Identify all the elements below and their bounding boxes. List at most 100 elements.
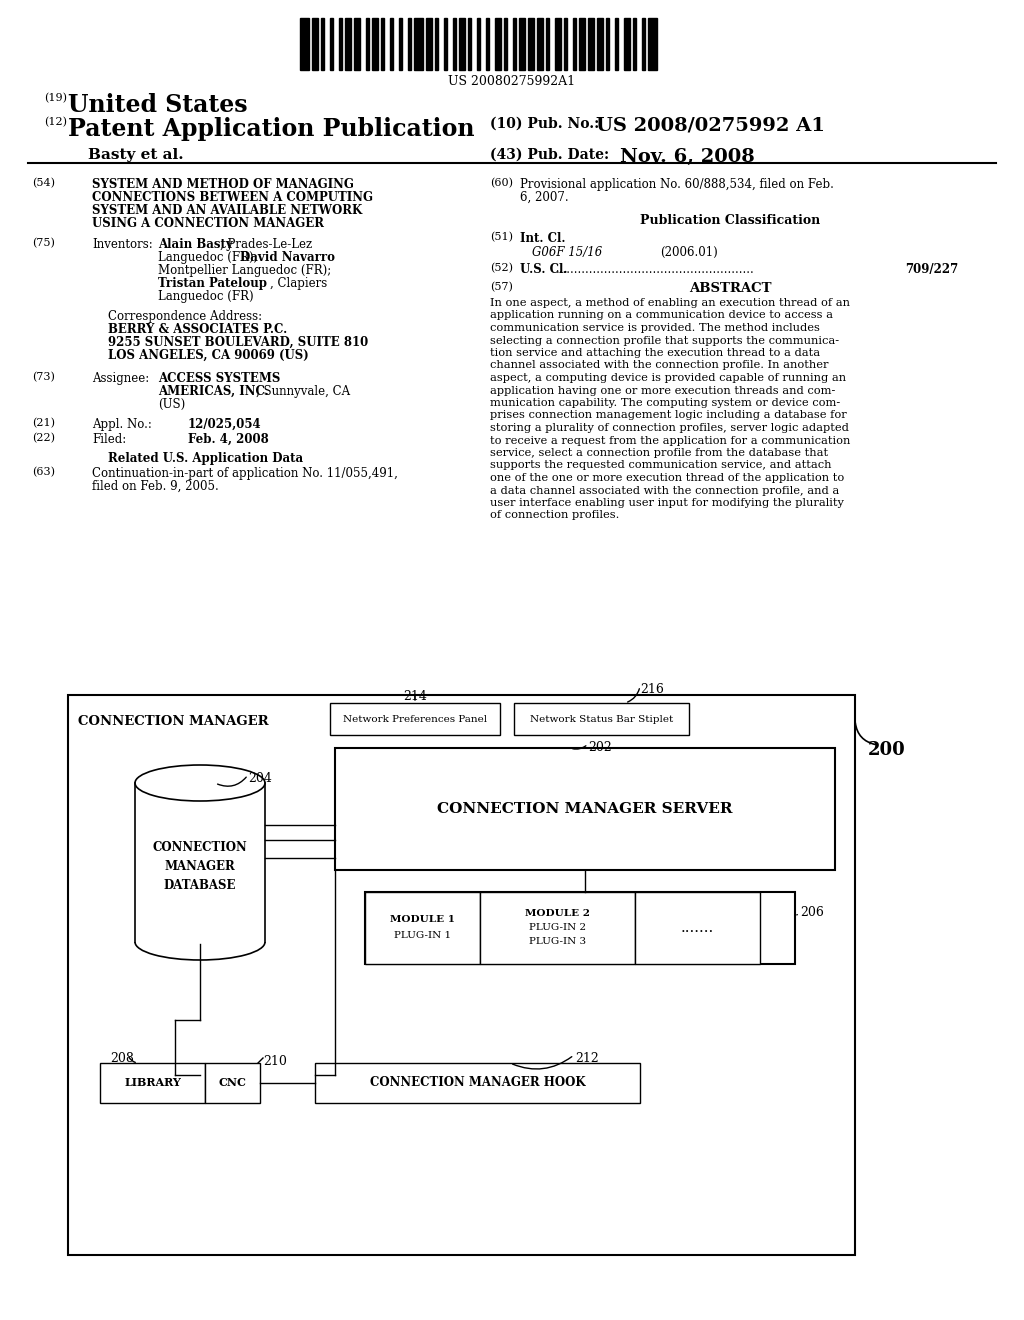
Bar	[335, 748, 835, 870]
Bar	[537, 18, 543, 70]
Bar	[480, 892, 635, 964]
Text: a data channel associated with the connection profile, and a: a data channel associated with the conne…	[490, 486, 840, 495]
Text: Network Preferences Panel: Network Preferences Panel	[343, 714, 487, 723]
Text: US 20080275992A1: US 20080275992A1	[449, 75, 575, 88]
Text: MODULE 2: MODULE 2	[525, 909, 590, 919]
Text: (19): (19)	[44, 92, 67, 103]
Text: 212: 212	[575, 1052, 599, 1065]
Bar	[365, 892, 795, 964]
Bar	[381, 18, 384, 70]
Text: Filed:: Filed:	[92, 433, 126, 446]
Text: (12): (12)	[44, 117, 67, 127]
Text: tion service and attaching the execution thread to a data: tion service and attaching the execution…	[490, 348, 820, 358]
Bar	[486, 18, 489, 70]
Text: U.S. Cl.: U.S. Cl.	[520, 263, 567, 276]
Text: 204: 204	[248, 772, 272, 785]
Bar	[477, 18, 480, 70]
Ellipse shape	[135, 924, 265, 960]
Bar	[354, 18, 360, 70]
Text: Tristan Pateloup: Tristan Pateloup	[158, 277, 267, 290]
Bar	[426, 18, 432, 70]
Text: 200: 200	[868, 741, 906, 759]
Bar	[414, 18, 423, 70]
Bar	[588, 18, 594, 70]
Text: Nov. 6, 2008: Nov. 6, 2008	[620, 148, 755, 166]
Text: In one aspect, a method of enabling an execution thread of an: In one aspect, a method of enabling an e…	[490, 298, 850, 308]
Ellipse shape	[135, 766, 265, 801]
Text: prises connection management logic including a database for: prises connection management logic inclu…	[490, 411, 847, 421]
Text: Provisional application No. 60/888,534, filed on Feb.: Provisional application No. 60/888,534, …	[520, 178, 834, 191]
Text: Basty et al.: Basty et al.	[88, 148, 183, 162]
Bar	[134, 921, 266, 942]
Bar	[453, 18, 456, 70]
Text: 216: 216	[640, 682, 664, 696]
Text: one of the one or more execution thread of the application to: one of the one or more execution thread …	[490, 473, 844, 483]
Text: (43) Pub. Date:: (43) Pub. Date:	[490, 148, 609, 162]
Text: 6, 2007.: 6, 2007.	[520, 191, 568, 205]
Text: supports the requested communication service, and attach: supports the requested communication ser…	[490, 461, 831, 470]
Bar	[615, 18, 618, 70]
Text: Appl. No.:: Appl. No.:	[92, 418, 152, 432]
Text: storing a plurality of connection profiles, server logic adapted: storing a plurality of connection profil…	[490, 422, 849, 433]
Text: Publication Classification: Publication Classification	[640, 214, 820, 227]
Text: (2006.01): (2006.01)	[660, 246, 718, 259]
Text: of connection profiles.: of connection profiles.	[490, 511, 620, 520]
Text: Related U.S. Application Data: Related U.S. Application Data	[108, 451, 303, 465]
Text: David Navarro: David Navarro	[240, 251, 335, 264]
Bar	[648, 18, 657, 70]
Bar	[546, 18, 549, 70]
Bar	[444, 18, 447, 70]
Text: 709/227: 709/227	[905, 263, 958, 276]
Bar	[642, 18, 645, 70]
Bar	[519, 18, 525, 70]
Bar	[345, 18, 351, 70]
Bar	[635, 892, 760, 964]
Text: PLUG-IN 3: PLUG-IN 3	[529, 937, 586, 946]
Text: (52): (52)	[490, 263, 513, 273]
Text: Assignee:: Assignee:	[92, 372, 150, 385]
Text: application running on a communication device to access a: application running on a communication d…	[490, 310, 833, 321]
Text: to receive a request from the application for a communication: to receive a request from the applicatio…	[490, 436, 850, 446]
Text: Feb. 4, 2008: Feb. 4, 2008	[188, 433, 268, 446]
Text: Montpellier Languedoc (FR);: Montpellier Languedoc (FR);	[158, 264, 331, 277]
Bar	[408, 18, 411, 70]
Text: 12/025,054: 12/025,054	[188, 418, 261, 432]
Bar	[390, 18, 393, 70]
Text: CONNECTION MANAGER: CONNECTION MANAGER	[78, 715, 268, 729]
Bar	[528, 18, 534, 70]
Text: USING A CONNECTION MANAGER: USING A CONNECTION MANAGER	[92, 216, 324, 230]
Text: US 2008/0275992 A1: US 2008/0275992 A1	[596, 117, 825, 135]
Text: 208: 208	[110, 1052, 134, 1065]
Text: user interface enabling user input for modifying the plurality: user interface enabling user input for m…	[490, 498, 844, 508]
Text: (60): (60)	[490, 178, 513, 189]
Text: (57): (57)	[490, 282, 513, 292]
Bar	[100, 1063, 205, 1104]
Bar	[321, 18, 324, 70]
Text: munication capability. The computing system or device com-: munication capability. The computing sys…	[490, 399, 841, 408]
Bar	[339, 18, 342, 70]
Text: communication service is provided. The method includes: communication service is provided. The m…	[490, 323, 820, 333]
Text: filed on Feb. 9, 2005.: filed on Feb. 9, 2005.	[92, 480, 219, 492]
Bar	[573, 18, 575, 70]
Bar	[330, 704, 500, 735]
Bar	[579, 18, 585, 70]
Text: channel associated with the connection profile. In another: channel associated with the connection p…	[490, 360, 828, 371]
Bar	[564, 18, 567, 70]
Text: selecting a connection profile that supports the communica-: selecting a connection profile that supp…	[490, 335, 839, 346]
Text: CNC: CNC	[218, 1077, 247, 1089]
Text: LIBRARY: LIBRARY	[124, 1077, 181, 1089]
Text: (21): (21)	[32, 418, 55, 428]
Bar	[624, 18, 630, 70]
Text: Correspondence Address:: Correspondence Address:	[108, 310, 262, 323]
Bar	[459, 18, 465, 70]
Text: ABSTRACT: ABSTRACT	[689, 282, 771, 294]
Text: (54): (54)	[32, 178, 55, 189]
Text: (10) Pub. No.:: (10) Pub. No.:	[490, 117, 599, 131]
Bar	[312, 18, 318, 70]
Bar	[330, 18, 333, 70]
Bar	[399, 18, 402, 70]
Bar	[435, 18, 438, 70]
Text: Continuation-in-part of application No. 11/055,491,: Continuation-in-part of application No. …	[92, 467, 398, 480]
Bar	[372, 18, 378, 70]
Text: 214: 214	[403, 690, 427, 704]
